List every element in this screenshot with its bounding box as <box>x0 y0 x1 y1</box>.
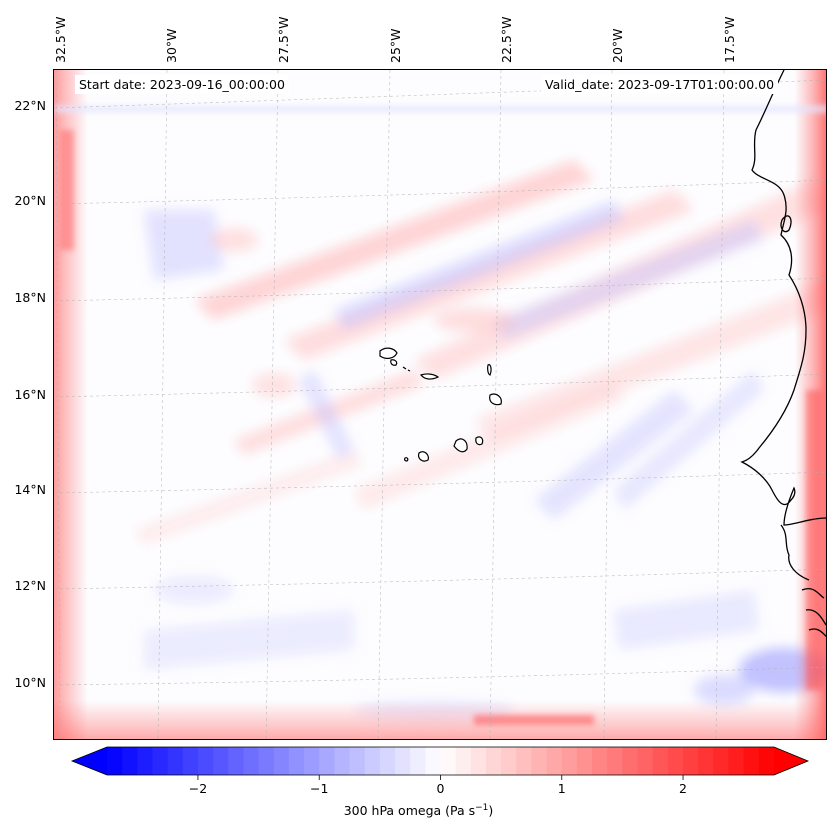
colorbar-step <box>743 747 760 775</box>
colorbar-step <box>304 747 320 775</box>
colorbar-step <box>728 747 745 775</box>
lon-label-27-5w: 27.5°W <box>276 16 291 63</box>
colorbar-step <box>546 747 563 775</box>
colorbar-step <box>607 747 624 775</box>
colorbar-step <box>455 747 472 775</box>
lat-label-22n: 22°N <box>14 98 46 113</box>
valid-date-label: Valid_date: 2023-09-17T01:00:00.00 <box>541 75 779 94</box>
colorbar-min-extension <box>72 747 107 775</box>
colorbar-step <box>364 747 381 775</box>
colorbar-outline <box>70 746 810 776</box>
lon-label-22-5w: 22.5°W <box>499 16 514 63</box>
colorbar-step <box>561 747 578 775</box>
colorbar-tick: 0 <box>436 781 445 796</box>
colorbar-max-extension <box>774 747 808 775</box>
colorbar-step <box>410 747 426 775</box>
lat-label-14n: 14°N <box>14 482 46 497</box>
omega-field-map <box>54 70 826 739</box>
colorbar-step <box>516 747 533 775</box>
colorbar-step <box>683 747 699 775</box>
colorbar-step <box>243 747 260 775</box>
colorbar-step <box>122 747 138 775</box>
colorbar-step <box>107 747 123 775</box>
colorbar <box>0 745 837 839</box>
colorbar-tick: −1 <box>310 781 329 796</box>
colorbar-step <box>273 747 290 775</box>
colorbar-label-suffix: ) <box>488 803 494 819</box>
start-date-label: Start date: 2023-09-16_00:00:00 <box>75 75 289 94</box>
colorbar-step <box>152 747 169 775</box>
colorbar-step <box>713 747 730 775</box>
colorbar-step <box>379 747 396 775</box>
colorbar-step <box>182 747 199 775</box>
lat-label-18n: 18°N <box>14 290 46 305</box>
lon-label-32-5w: 32.5°W <box>53 16 68 63</box>
colorbar-step <box>197 747 214 775</box>
colorbar-step <box>622 747 639 775</box>
colorbar-step <box>167 747 184 775</box>
lat-label-10n: 10°N <box>14 675 46 690</box>
colorbar-step <box>288 747 305 775</box>
lat-label-12n: 12°N <box>14 578 46 593</box>
colorbar-step <box>258 747 275 775</box>
colorbar-tick: 1 <box>557 781 566 796</box>
lat-label-20n: 20°N <box>14 193 46 208</box>
lat-label-16n: 16°N <box>14 387 46 402</box>
colorbar-step <box>637 747 654 775</box>
colorbar-step <box>395 747 411 775</box>
lon-label-30w: 30°W <box>164 28 179 63</box>
colorbar-step <box>334 747 351 775</box>
colorbar-gradient <box>70 746 810 780</box>
colorbar-tick: 2 <box>679 781 688 796</box>
african-coastline <box>740 70 826 638</box>
colorbar-step <box>425 747 442 775</box>
colorbar-tick: −2 <box>188 781 208 796</box>
colorbar-label: 300 hPa omega (Pa s−1) <box>0 803 837 818</box>
colorbar-step <box>228 747 245 775</box>
lon-label-25w: 25°W <box>388 28 403 63</box>
colorbar-label-prefix: 300 hPa omega (Pa s <box>343 803 476 819</box>
colorbar-step <box>592 747 608 775</box>
colorbar-step <box>501 747 517 775</box>
colorbar-step <box>698 747 714 775</box>
colorbar-step <box>485 747 502 775</box>
lon-label-20w: 20°W <box>610 28 625 63</box>
colorbar-step <box>349 747 366 775</box>
colorbar-step <box>213 747 229 775</box>
lon-label-17-5w: 17.5°W <box>722 16 737 63</box>
map-panel <box>53 69 827 740</box>
colorbar-step <box>319 747 335 775</box>
colorbar-label-exponent: −1 <box>475 803 489 813</box>
colorbar-step <box>137 747 154 775</box>
colorbar-step <box>440 747 457 775</box>
colorbar-step <box>652 747 669 775</box>
colorbar-step <box>758 747 775 775</box>
omega-shading <box>54 70 826 739</box>
graticule <box>54 70 826 739</box>
colorbar-step <box>470 747 487 775</box>
colorbar-step <box>531 747 548 775</box>
colorbar-step <box>667 747 684 775</box>
cape-verde-islands <box>379 347 502 462</box>
colorbar-step <box>576 747 593 775</box>
